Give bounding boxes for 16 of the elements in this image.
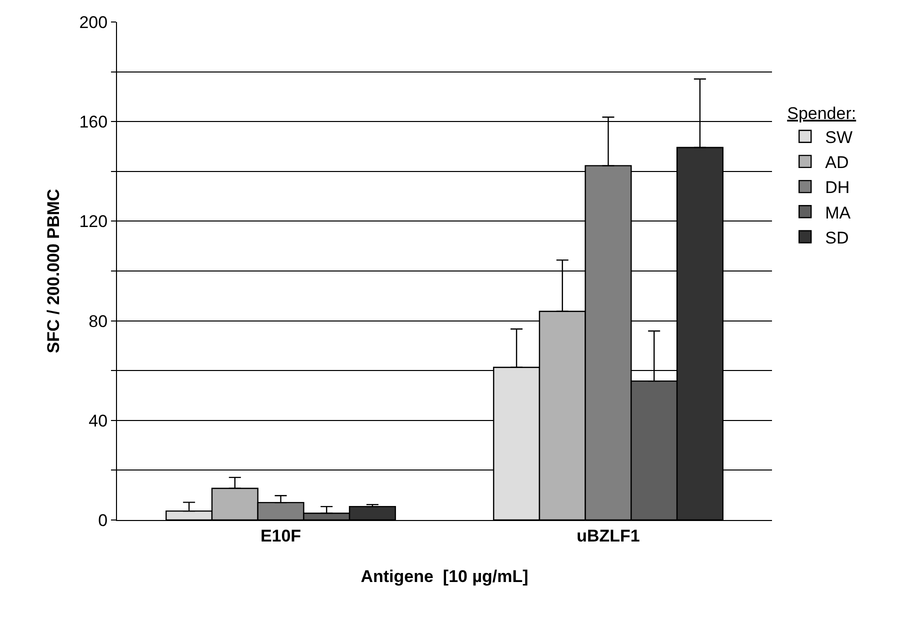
y-tick-label: 40 bbox=[88, 411, 108, 430]
y-tick-label: 80 bbox=[88, 312, 108, 331]
legend-label: MA bbox=[825, 203, 852, 222]
y-axis-title: SFC / 200.000 PBMC bbox=[44, 188, 63, 354]
x-tick-label: uBZLF1 bbox=[576, 526, 640, 546]
legend-label: AD bbox=[825, 153, 849, 172]
y-tick-label: 0 bbox=[98, 510, 108, 530]
x-tick-label: E10F bbox=[260, 526, 302, 546]
y-tick-label: 160 bbox=[79, 112, 108, 132]
legend-title: Spender: bbox=[787, 104, 856, 123]
legend-label: SW bbox=[825, 128, 852, 147]
legend-label: DH bbox=[825, 178, 850, 198]
legend-label: SD bbox=[825, 228, 849, 248]
x-axis-title: Antigene [10 µg/mL] bbox=[360, 566, 528, 586]
y-tick-label: 200 bbox=[79, 12, 108, 32]
y-tick-label: 120 bbox=[79, 212, 108, 232]
